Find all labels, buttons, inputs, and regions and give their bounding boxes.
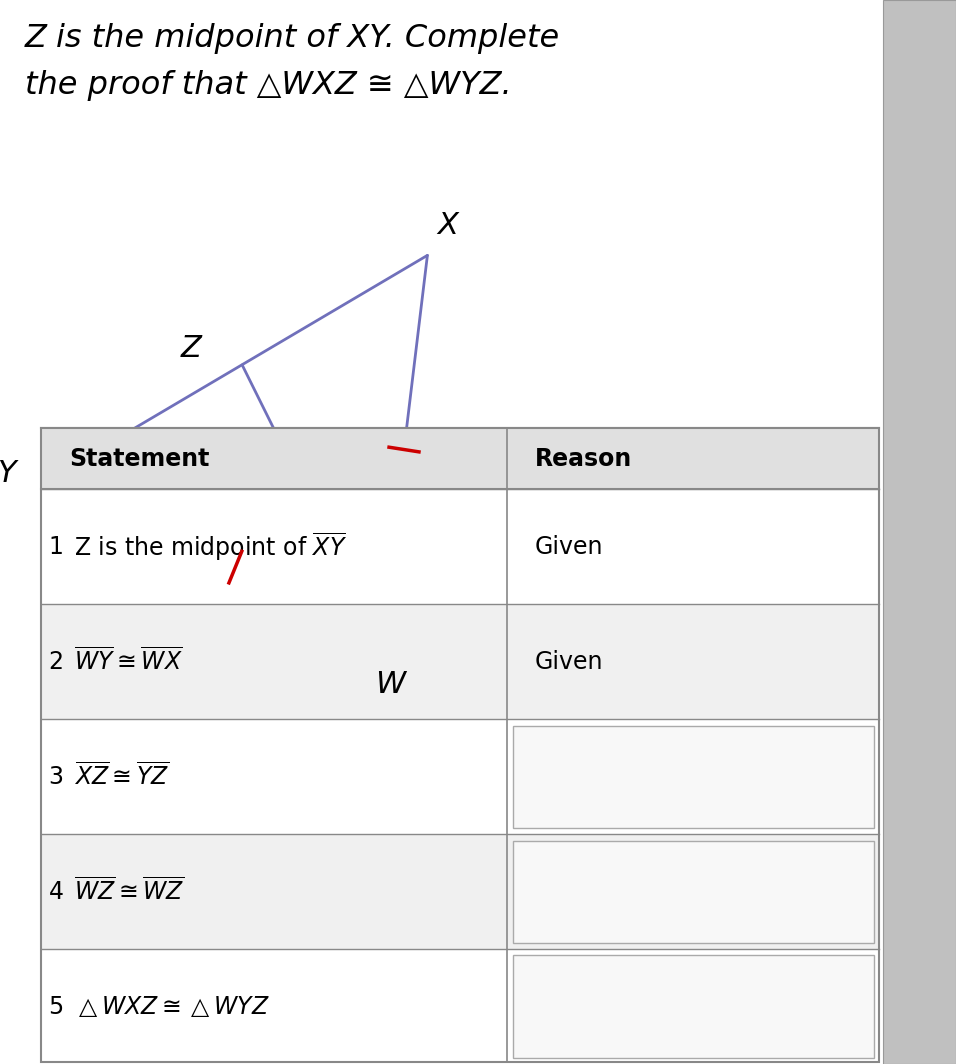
Text: $\overline{XZ}\cong\overline{YZ}$: $\overline{XZ}\cong\overline{YZ}$ — [74, 763, 169, 791]
Text: 1: 1 — [49, 535, 63, 559]
Text: Reason: Reason — [535, 447, 632, 470]
Bar — [41, 428, 880, 489]
Text: the proof that △WXZ ≅ △WYZ.: the proof that △WXZ ≅ △WYZ. — [25, 70, 511, 101]
Bar — [512, 841, 874, 943]
Bar — [41, 428, 880, 1062]
Bar — [512, 726, 874, 828]
Text: Z is the midpoint of XY. Complete: Z is the midpoint of XY. Complete — [25, 23, 560, 54]
Bar — [883, 0, 956, 1064]
Text: W: W — [375, 669, 405, 699]
Text: X: X — [438, 211, 459, 240]
Text: 3: 3 — [49, 765, 63, 788]
Text: Given: Given — [535, 535, 603, 559]
Text: $\triangle WXZ\cong\triangle WYZ$: $\triangle WXZ\cong\triangle WYZ$ — [74, 994, 270, 1019]
Text: 4: 4 — [49, 880, 63, 903]
Text: $\overline{WZ}\cong\overline{WZ}$: $\overline{WZ}\cong\overline{WZ}$ — [74, 878, 185, 905]
Text: 2: 2 — [49, 650, 63, 674]
Text: Given: Given — [535, 650, 603, 674]
Bar — [41, 604, 880, 719]
Text: Z: Z — [181, 334, 201, 364]
Bar — [41, 834, 880, 949]
Bar — [512, 955, 874, 1058]
Text: 5: 5 — [49, 995, 64, 1018]
Bar — [41, 719, 880, 834]
Text: Y: Y — [0, 459, 15, 488]
Text: $\overline{WY}\cong\overline{WX}$: $\overline{WY}\cong\overline{WX}$ — [74, 648, 183, 676]
Text: Statement: Statement — [69, 447, 209, 470]
Bar — [41, 489, 880, 604]
Bar — [41, 949, 880, 1064]
Text: Z is the midpoint of $\overline{XY}$: Z is the midpoint of $\overline{XY}$ — [74, 531, 347, 563]
